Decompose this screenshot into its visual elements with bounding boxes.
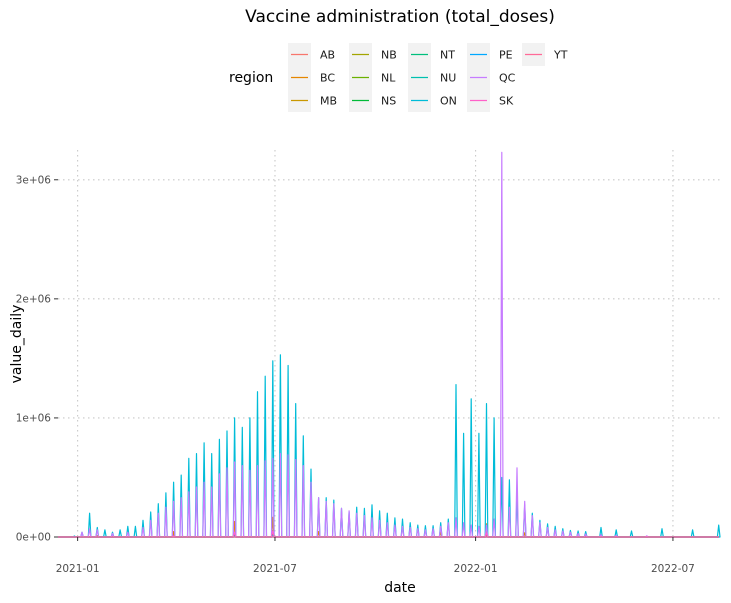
x-tick-label: 2021-07 — [253, 563, 297, 575]
legend-item-nu: NU — [408, 66, 456, 89]
legend-item-sk: SK — [467, 89, 514, 112]
legend-label-on: ON — [440, 95, 457, 108]
series-layer — [58, 151, 721, 538]
y-tick-label: 3e+06 — [16, 174, 52, 186]
legend-label-nt: NT — [440, 49, 455, 62]
legend-item-nb: NB — [349, 43, 397, 66]
legend-title: region — [229, 70, 273, 86]
legend-label-ab: AB — [320, 49, 335, 62]
chart-title: Vaccine administration (total_doses) — [245, 7, 555, 27]
legend-item-bc: BC — [288, 66, 335, 89]
legend-item-nl: NL — [349, 66, 396, 89]
series-line-on — [58, 354, 721, 538]
legend-label-yt: YT — [553, 49, 568, 62]
legend-label-nb: NB — [381, 49, 397, 62]
legend-label-mb: MB — [320, 95, 337, 108]
legend-label-ns: NS — [381, 95, 396, 108]
legend-item-mb: MB — [288, 89, 337, 112]
legend-label-qc: QC — [499, 72, 516, 85]
legend-label-nl: NL — [381, 72, 396, 85]
y-axis-title: value_daily — [9, 305, 25, 384]
legend-label-pe: PE — [499, 49, 513, 62]
grid-lines — [58, 150, 722, 538]
y-axis: 0e+00 1e+06 2e+06 3e+06 — [16, 174, 58, 544]
y-tick-label: 1e+06 — [16, 412, 52, 424]
series-line-qc — [58, 151, 719, 538]
x-axis: 2021-01 2021-07 2022-01 2022-07 — [56, 537, 695, 575]
x-tick-label: 2022-07 — [651, 563, 695, 575]
y-tick-label: 2e+06 — [16, 293, 52, 305]
legend-label-nu: NU — [440, 72, 456, 85]
legend-item-pe: PE — [467, 43, 513, 66]
legend: region AB BC MB NB NL NS NT NU ON PE QC SK YT — [229, 43, 568, 112]
x-axis-title: date — [384, 580, 416, 596]
y-tick-label: 0e+00 — [16, 532, 51, 544]
legend-item-ab: AB — [288, 43, 335, 66]
legend-item-ns: NS — [349, 89, 396, 112]
legend-item-qc: QC — [467, 66, 516, 89]
legend-item-yt: YT — [522, 43, 568, 66]
x-tick-label: 2022-01 — [454, 563, 498, 575]
legend-item-nt: NT — [408, 43, 455, 66]
legend-label-sk: SK — [499, 95, 514, 108]
legend-item-on: ON — [408, 89, 457, 112]
x-tick-label: 2021-01 — [56, 563, 100, 575]
legend-label-bc: BC — [320, 72, 335, 85]
